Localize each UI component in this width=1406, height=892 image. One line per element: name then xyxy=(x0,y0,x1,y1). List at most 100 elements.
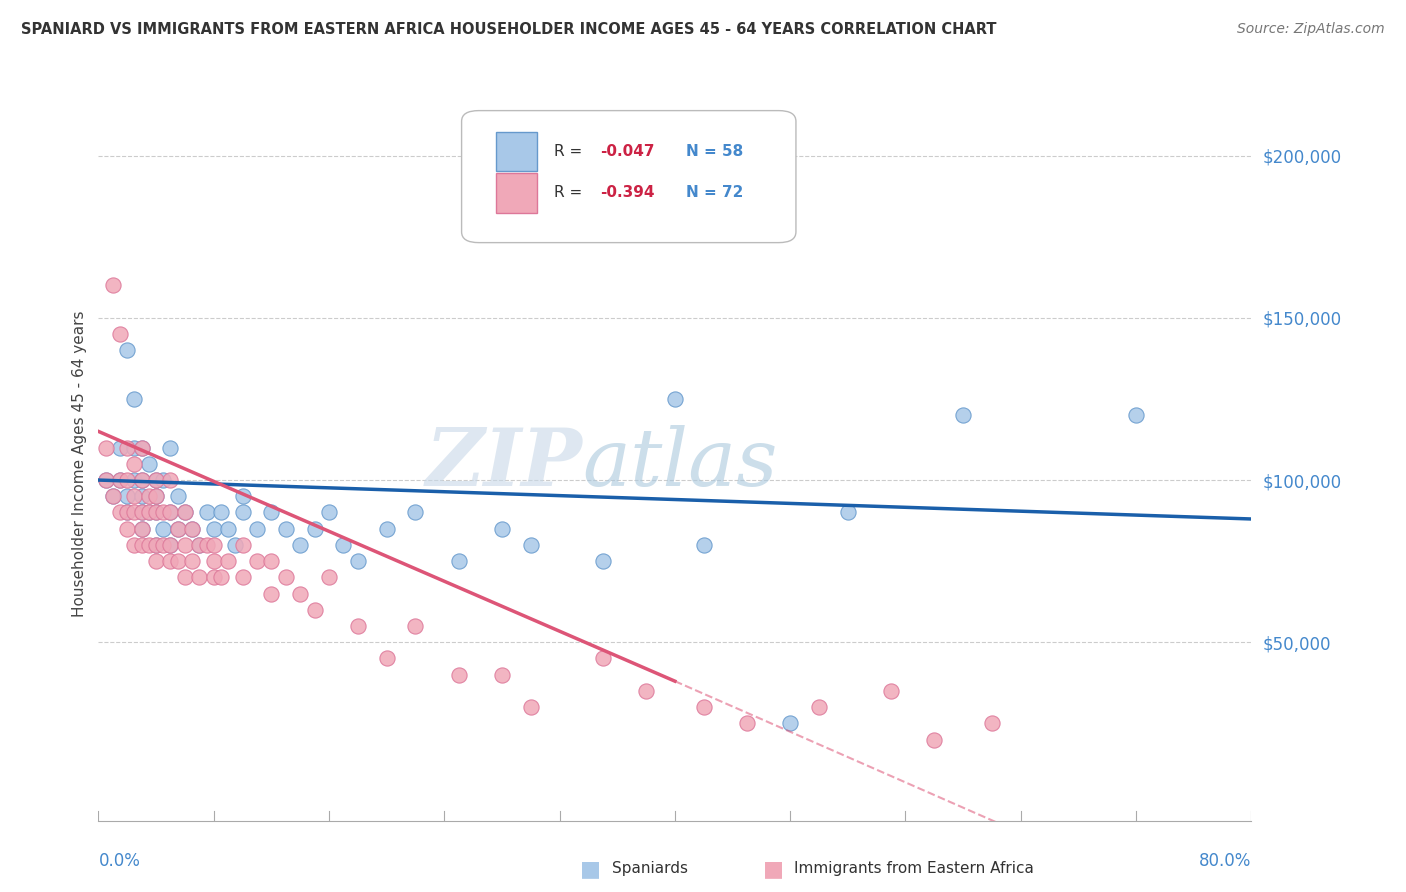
Point xyxy=(260,586,283,600)
Text: N = 58: N = 58 xyxy=(686,144,744,159)
Point xyxy=(231,506,254,520)
Point xyxy=(231,570,254,584)
Point xyxy=(188,538,211,552)
Point xyxy=(94,473,117,487)
Point xyxy=(290,538,312,552)
Point xyxy=(202,522,225,536)
Point xyxy=(131,506,153,520)
Text: -0.047: -0.047 xyxy=(600,144,654,159)
Point xyxy=(131,538,153,552)
Point xyxy=(145,538,167,552)
Point xyxy=(304,522,326,536)
Point xyxy=(152,506,174,520)
Y-axis label: Householder Income Ages 45 - 64 years: Householder Income Ages 45 - 64 years xyxy=(72,310,87,617)
Point xyxy=(108,473,131,487)
Point xyxy=(152,473,174,487)
FancyBboxPatch shape xyxy=(461,111,796,243)
Point xyxy=(491,522,513,536)
Point xyxy=(145,506,167,520)
Point xyxy=(195,506,218,520)
Point xyxy=(174,538,197,552)
Point xyxy=(117,506,138,520)
Point xyxy=(124,441,146,455)
Point xyxy=(318,506,340,520)
Point xyxy=(1125,408,1147,422)
Point xyxy=(375,651,398,665)
Point xyxy=(188,538,211,552)
Point xyxy=(181,522,204,536)
Point xyxy=(138,506,160,520)
Text: Spaniards: Spaniards xyxy=(612,862,688,876)
Point xyxy=(520,700,543,714)
Point xyxy=(346,554,368,568)
Point xyxy=(447,667,470,681)
Point xyxy=(152,522,174,536)
Text: ■: ■ xyxy=(763,859,783,879)
Point xyxy=(117,441,138,455)
Point xyxy=(346,619,368,633)
Point xyxy=(592,651,614,665)
Point xyxy=(166,522,188,536)
Point xyxy=(592,554,614,568)
Point xyxy=(636,684,658,698)
Text: ■: ■ xyxy=(581,859,600,879)
Point xyxy=(152,538,174,552)
Point xyxy=(159,538,181,552)
Point xyxy=(101,278,124,293)
Point xyxy=(145,554,167,568)
Point xyxy=(224,538,246,552)
Point xyxy=(117,522,138,536)
Point xyxy=(145,489,167,503)
Bar xyxy=(496,132,537,171)
Point xyxy=(145,473,167,487)
Point xyxy=(131,441,153,455)
Point xyxy=(304,603,326,617)
Point xyxy=(124,473,146,487)
Point xyxy=(166,554,188,568)
Text: ZIP: ZIP xyxy=(426,425,582,502)
Point xyxy=(231,538,254,552)
Point xyxy=(188,570,211,584)
Point xyxy=(108,506,131,520)
Point xyxy=(94,473,117,487)
Point xyxy=(981,716,1004,731)
Point xyxy=(159,506,181,520)
Point xyxy=(405,619,427,633)
Point xyxy=(124,489,146,503)
Point xyxy=(664,392,686,406)
Point xyxy=(693,538,716,552)
Point xyxy=(209,570,232,584)
Point xyxy=(101,489,124,503)
Point xyxy=(131,441,153,455)
Point xyxy=(117,489,138,503)
Text: 80.0%: 80.0% xyxy=(1199,852,1251,870)
Point xyxy=(195,538,218,552)
Point xyxy=(520,538,543,552)
Point xyxy=(159,473,181,487)
Point xyxy=(131,489,153,503)
Point xyxy=(131,473,153,487)
Point xyxy=(94,441,117,455)
Point xyxy=(138,457,160,471)
Point xyxy=(181,554,204,568)
Point xyxy=(138,538,160,552)
Point xyxy=(159,441,181,455)
Point xyxy=(174,570,197,584)
Point xyxy=(131,522,153,536)
Point xyxy=(952,408,974,422)
Point xyxy=(124,506,146,520)
Point xyxy=(124,538,146,552)
Text: R =: R = xyxy=(554,186,586,200)
Text: -0.394: -0.394 xyxy=(600,186,654,200)
Point xyxy=(202,554,225,568)
Point xyxy=(117,473,138,487)
Bar xyxy=(496,173,537,212)
Point xyxy=(138,489,160,503)
Point xyxy=(922,732,945,747)
Point xyxy=(181,522,204,536)
Point xyxy=(174,506,197,520)
Point xyxy=(274,522,297,536)
Point xyxy=(375,522,398,536)
Point xyxy=(246,522,269,536)
Point xyxy=(209,506,232,520)
